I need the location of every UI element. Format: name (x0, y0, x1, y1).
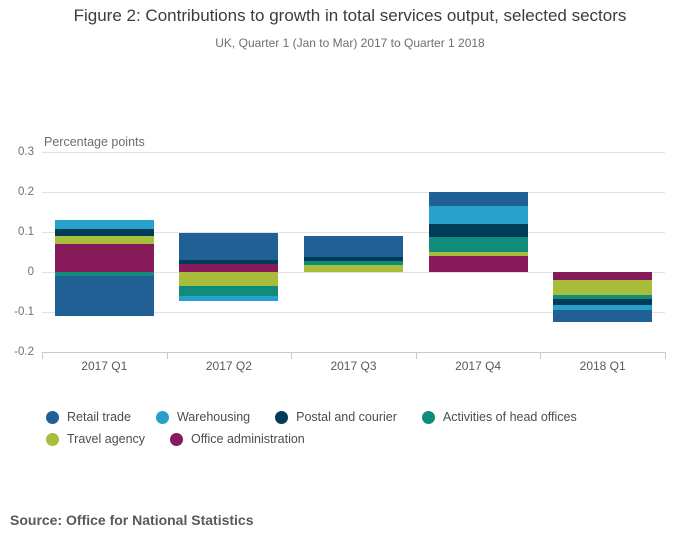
source-note: Source: Office for National Statistics (10, 512, 254, 528)
y-tick-label--0.2: -0.2 (14, 346, 34, 358)
legend-item-retail-trade[interactable]: Retail trade (46, 410, 131, 424)
bar-segment-2017-q3-travel-agency (304, 264, 403, 272)
bar-segment-2017-q1-activities-of-head-offices (54, 272, 154, 277)
x-axis-tick (166, 352, 168, 359)
figure-title: Figure 2: Contributions to growth in tot… (73, 6, 627, 25)
figure-subtitle: UK, Quarter 1 (Jan to Mar) 2017 to Quart… (215, 36, 485, 50)
legend-marker-postal-and-courier (275, 410, 289, 424)
bar-segment-2018-q1-activities-of-head-offices (553, 295, 653, 300)
legend-label-travel-agency: Travel agency (67, 432, 146, 446)
x-axis-tick (665, 352, 666, 359)
x-category-label-2017-q1: 2017 Q1 (81, 359, 128, 373)
y-tick-label-0.1: 0.1 (18, 226, 34, 238)
gridline-0 (42, 272, 665, 273)
x-axis-tick (42, 352, 43, 359)
legend-marker-activities-of-head-offices (421, 410, 435, 424)
gridline-0.2 (42, 192, 665, 193)
bar-segment-2018-q1-office-administration (553, 272, 653, 280)
bar-segment-2017-q2-travel-agency (179, 272, 279, 287)
bar-segment-2017-q1-office-administration (54, 243, 154, 272)
y-axis-title: Percentage points (44, 135, 145, 149)
legend-label-office-administration: Office administration (191, 432, 305, 446)
legend-label-activities-of-head-offices: Activities of head offices (442, 410, 577, 424)
gridline-0.1 (42, 232, 665, 233)
bar-segment-2017-q4-office-administration (428, 256, 528, 272)
x-category-label-2017-q3: 2017 Q3 (330, 359, 377, 373)
bar-segment-2017-q3-retail-trade (304, 236, 403, 258)
gridline--0.1 (42, 312, 665, 313)
legend-item-warehousing[interactable]: Warehousing (155, 410, 251, 424)
x-category-label-2017-q2: 2017 Q2 (205, 359, 252, 373)
x-category-label-2018-q1: 2018 Q1 (579, 359, 626, 373)
legend-marker-travel-agency (46, 432, 59, 446)
legend-label-retail-trade: Retail trade (67, 410, 131, 424)
bar-segment-2018-q1-retail-trade (553, 309, 653, 322)
legend-label-postal-and-courier: Postal and courier (296, 410, 397, 424)
bar-segment-2017-q2-warehousing (179, 296, 279, 301)
legend-row-2: Travel agency Office administration (46, 428, 577, 450)
x-axis-tick (291, 352, 293, 359)
bar-segment-2018-q1-warehousing (553, 304, 653, 310)
bar-segment-2017-q1-postal-and-courier (54, 228, 154, 237)
bar-segment-2017-q2-activities-of-head-offices (179, 286, 279, 296)
x-axis-line (42, 352, 665, 353)
bar-segment-2017-q2-retail-trade (179, 232, 279, 260)
legend-row-1: Retail trade Warehousing Postal and cour… (46, 406, 577, 428)
y-tick-label-0.2: 0.2 (18, 186, 34, 198)
bar-segment-2017-q4-travel-agency (428, 251, 528, 257)
bar-segment-2017-q4-postal-and-courier (428, 223, 528, 237)
bar-segment-2018-q1-travel-agency (553, 279, 653, 296)
bar-segment-2017-q2-postal-and-courier (179, 259, 279, 264)
bar-segment-2017-q2-office-administration (179, 264, 279, 272)
legend-item-office-administration[interactable]: Office administration (170, 432, 305, 446)
bar-segment-2017-q1-travel-agency (54, 236, 154, 244)
legend-item-activities-of-head-offices[interactable]: Activities of head offices (421, 410, 577, 424)
legend-marker-office-administration (170, 432, 184, 446)
bar-segment-2017-q4-warehousing (428, 205, 528, 224)
y-tick-label-0.3: 0.3 (18, 146, 34, 158)
bar-segment-2017-q4-activities-of-head-offices (428, 236, 528, 252)
y-tick-label-0: 0 (27, 266, 34, 278)
legend-item-travel-agency[interactable]: Travel agency (46, 432, 145, 446)
bar-segment-2017-q4-retail-trade (428, 192, 528, 206)
legend-item-postal-and-courier[interactable]: Postal and courier (275, 410, 397, 424)
x-category-label-2017-q4: 2017 Q4 (455, 359, 502, 373)
legend-label-warehousing: Warehousing (176, 410, 251, 424)
gridline-0.3 (42, 152, 665, 153)
bar-segment-2018-q1-postal-and-courier (553, 299, 653, 305)
y-tick-label--0.1: -0.1 (14, 306, 34, 318)
bar-segment-2017-q3-activities-of-head-offices (304, 261, 403, 265)
bar-segment-2017-q1-retail-trade (54, 276, 154, 317)
legend-marker-retail-trade (46, 410, 59, 424)
legend: Retail trade Warehousing Postal and cour… (46, 406, 577, 450)
bar-segment-2017-q3-postal-and-courier (304, 257, 403, 262)
x-axis-tick (540, 352, 542, 359)
x-axis-tick (415, 352, 417, 359)
legend-marker-warehousing (155, 410, 169, 424)
bar-segment-2017-q1-warehousing (54, 220, 154, 229)
